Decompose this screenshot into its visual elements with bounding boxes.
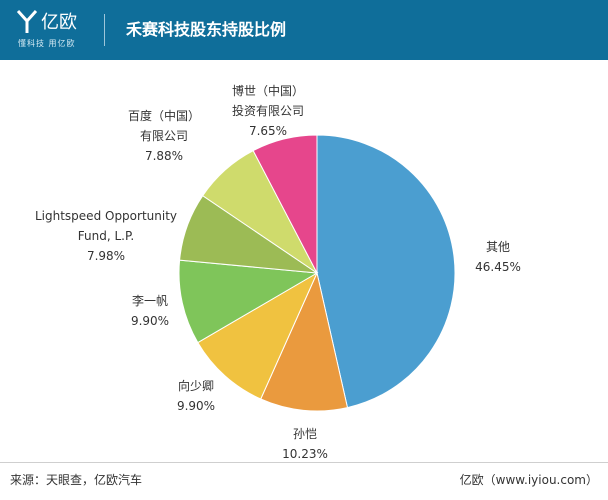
slice-name-label: 百度（中国） (128, 108, 200, 123)
slice-name-label: 孙恺 (293, 427, 317, 441)
page-title: 禾赛科技股东持股比例 (126, 20, 287, 39)
slice-name-label: Fund, L.P. (78, 229, 134, 243)
pie-slice (316, 134, 456, 409)
pie-labels: 其他 46.45% 孙恺 10.23% 向少卿 9.90% 李一帆 9.90% Lightspe… (35, 83, 521, 460)
slice-value-label: 7.65% (249, 124, 287, 138)
pie-slice (260, 271, 349, 412)
slice-value-label: 7.98% (87, 249, 125, 263)
source-note: 来源：天眼查，亿欧汽车 (10, 473, 143, 487)
slice-name-label: 投资有限公司 (232, 103, 304, 118)
pie-slices (178, 134, 456, 412)
slice-name-label: 其他 (486, 240, 510, 254)
logo-mark-icon (16, 9, 38, 33)
slice-value-label: 46.45% (475, 260, 521, 274)
slice-name-label: 向少卿 (178, 378, 214, 393)
slice-name-label: 有限公司 (140, 129, 188, 143)
slice-name-label: 李一帆 (132, 293, 168, 308)
slice-value-label: 9.90% (131, 314, 169, 328)
pie-chart: 其他 46.45% 孙恺 10.23% 向少卿 9.90% 李一帆 9.90% Lightspe… (35, 83, 521, 460)
footer-divider (0, 462, 608, 463)
logo[interactable]: 亿欧 懂科技 用亿欧 (16, 9, 86, 51)
header-bar: 亿欧 懂科技 用亿欧 禾赛科技股东持股比例 (0, 0, 608, 60)
logo-tagline: 懂科技 用亿欧 (18, 39, 76, 48)
slice-name-label: Lightspeed Opportunity (35, 209, 177, 223)
pie-slice (178, 259, 319, 344)
logo-name: 亿欧 (41, 12, 77, 33)
pie-slice (197, 271, 319, 400)
slice-value-label: 9.90% (177, 399, 215, 413)
slice-value-label: 10.23% (282, 447, 328, 460)
pie-slice (252, 134, 318, 274)
site-credit: 亿欧（www.iyiou.com） (459, 473, 598, 487)
header-divider (104, 14, 105, 46)
slice-value-label: 7.88% (145, 149, 183, 163)
slice-name-label: 博世（中国） (232, 83, 304, 98)
